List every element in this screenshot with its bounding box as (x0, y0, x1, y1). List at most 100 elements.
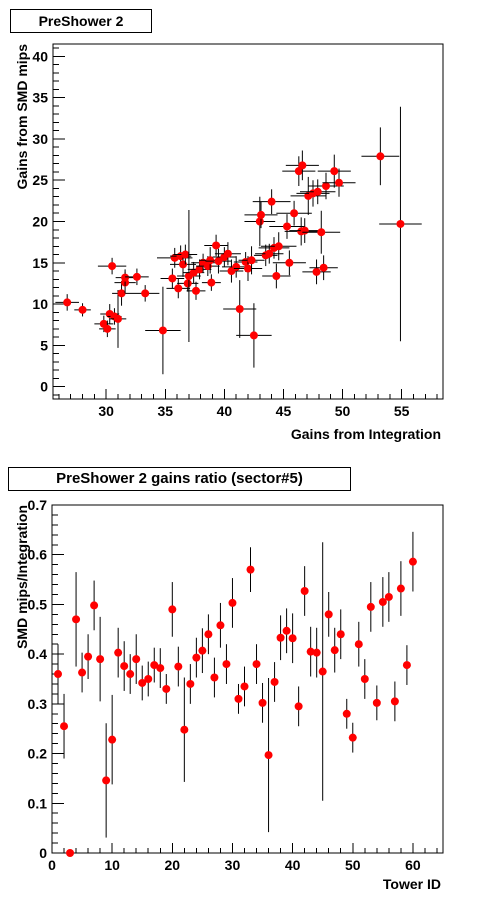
data-point (72, 572, 81, 667)
y-axis-label: SMD mips/Integration (14, 505, 30, 649)
marker (186, 679, 195, 688)
data-point (309, 255, 338, 281)
data-point (186, 664, 195, 704)
data-point (156, 648, 165, 688)
marker (285, 258, 294, 267)
data-point (372, 685, 381, 721)
data-point (66, 849, 75, 857)
data-point (354, 621, 363, 667)
data-point (322, 168, 356, 197)
y-tick-label: 35 (32, 90, 48, 106)
data-point (204, 614, 213, 655)
data-point (114, 627, 123, 678)
marker (318, 667, 327, 676)
data-point (199, 247, 221, 274)
y-axis-label: Gains from SMD mips (14, 44, 30, 190)
data-point (282, 608, 291, 654)
y-tick-label: 0.6 (28, 547, 48, 563)
marker (180, 725, 189, 734)
x-tick-label: 35 (157, 403, 173, 419)
y-tick-label: 25 (32, 172, 48, 188)
marker (330, 646, 339, 655)
data-point (300, 566, 309, 616)
marker (223, 249, 232, 258)
data-point (60, 693, 69, 759)
data-point (96, 616, 105, 702)
marker (360, 675, 369, 683)
data-point (312, 627, 321, 678)
data-point (99, 320, 116, 338)
marker (267, 197, 276, 206)
data-point (173, 244, 198, 265)
data-point (402, 645, 411, 685)
marker (181, 250, 190, 259)
marker (258, 698, 267, 707)
data-point (55, 294, 79, 311)
marker (283, 222, 291, 231)
marker (207, 278, 216, 287)
data-point (318, 542, 327, 801)
x-tick-label: 60 (405, 857, 421, 873)
data-point (214, 242, 241, 266)
x-tick-label: 0 (48, 857, 56, 873)
y-tick-label: 20 (32, 214, 48, 230)
data-point (288, 613, 297, 664)
marker (390, 697, 399, 706)
data-point (294, 686, 303, 727)
x-tick-label: 20 (165, 857, 181, 873)
data-point (177, 275, 199, 292)
y-tick-label: 0 (40, 379, 48, 395)
data-point (174, 646, 183, 687)
marker (234, 694, 243, 703)
marker (117, 289, 126, 298)
data-point (160, 268, 185, 289)
data-point (222, 644, 231, 684)
marker (366, 602, 375, 611)
data-point (390, 681, 399, 722)
marker (272, 271, 281, 280)
y-tick-label: 30 (32, 131, 48, 147)
marker (317, 228, 326, 237)
y-tick-label: 0 (39, 845, 47, 861)
marker (192, 653, 201, 662)
y-tick-label: 5 (40, 337, 48, 353)
marker (228, 598, 237, 607)
data-point (54, 644, 63, 704)
data-point (384, 572, 393, 622)
data-point (244, 196, 276, 247)
marker (264, 751, 273, 760)
chart-title-bottom: PreShower 2 gains ratio (sector#5) (8, 467, 351, 491)
data-point (276, 615, 285, 661)
marker (78, 305, 87, 314)
y-tick-label: 40 (32, 48, 48, 64)
data-point (216, 602, 225, 648)
marker (257, 210, 265, 219)
marker (198, 646, 207, 655)
marker (54, 670, 63, 679)
data-point (166, 278, 191, 299)
data-point (198, 628, 207, 674)
y-tick-label: 0.4 (28, 646, 48, 662)
x-tick-label: 30 (98, 403, 114, 419)
marker (252, 660, 261, 669)
data-point (330, 627, 339, 673)
data-point (302, 210, 341, 254)
marker (63, 298, 72, 307)
data-point (252, 189, 291, 215)
x-tick-label: 50 (345, 857, 361, 873)
data-point (102, 723, 111, 838)
marker (372, 698, 381, 707)
marker (158, 326, 167, 335)
data-point (131, 285, 160, 302)
marker (141, 289, 150, 298)
data-point (108, 694, 117, 785)
data-point (186, 281, 206, 300)
marker (132, 655, 141, 664)
x-tick-label: 45 (276, 403, 292, 419)
data-point (317, 154, 351, 188)
data-point (150, 647, 159, 683)
marker (336, 630, 345, 639)
marker (206, 256, 215, 265)
marker (156, 664, 165, 673)
marker (376, 152, 385, 161)
